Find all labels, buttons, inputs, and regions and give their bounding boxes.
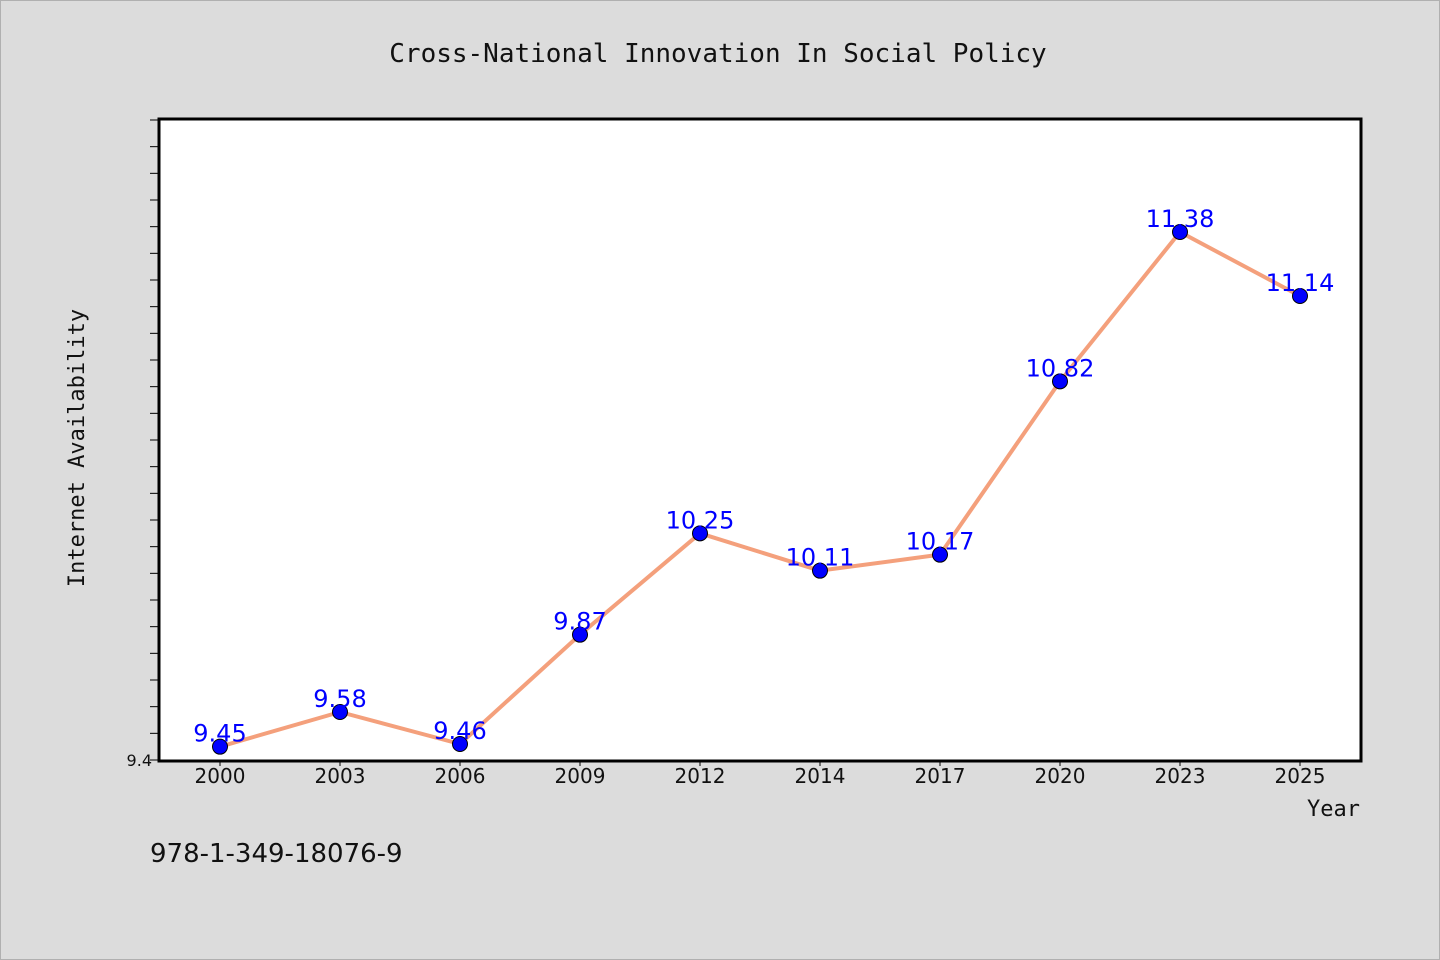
data-label-2003: 9.58: [313, 685, 366, 713]
x-tick-label-2017: 2017: [915, 764, 966, 788]
y-tick-label-min: 9.4: [127, 751, 152, 770]
data-label-2017: 10.17: [906, 528, 975, 556]
isbn-text: 978-1-349-18076-9: [150, 839, 403, 869]
data-point-2000: [212, 738, 228, 755]
data-label-2006: 9.46: [433, 717, 486, 745]
x-axis-label: Year: [1307, 797, 1360, 822]
data-label-2025: 11.14: [1266, 269, 1335, 297]
x-tick-label-2014: 2014: [795, 764, 846, 788]
plot-area: [157, 117, 1363, 763]
data-label-2020: 10.82: [1026, 354, 1095, 382]
x-tick-label-2020: 2020: [1035, 764, 1086, 788]
y-axis-ticks: [150, 119, 160, 761]
data-point-2025: [1292, 288, 1308, 304]
data-label-2014: 10.11: [786, 544, 855, 572]
x-tick-label-2012: 2012: [675, 764, 726, 788]
series-group: 9.45 9.58 9.46 9.87 10.25 10.11 10.17 10.82 11.3…: [193, 205, 1335, 755]
x-tick-label-2025: 2025: [1275, 764, 1326, 788]
data-point-2020: [1052, 373, 1068, 390]
data-label-2009: 9.87: [553, 608, 606, 636]
data-label-2023: 11.38: [1146, 205, 1215, 233]
data-point-2003: [332, 704, 348, 720]
chart-title: Cross-National Innovation In Social Poli…: [389, 39, 1046, 69]
data-point-2009: [572, 626, 588, 643]
x-axis-ticks: 2000 2003 2006 2009 2012 2014 2017 2020 2023 2025: [195, 760, 1326, 788]
data-label-2000: 9.45: [193, 720, 246, 748]
data-point-2023: [1172, 224, 1188, 240]
data-point-2006: [452, 736, 468, 752]
series-line: [219, 230, 1301, 749]
x-tick-label-2009: 2009: [555, 764, 606, 788]
data-point-2014: [812, 562, 828, 579]
x-tick-label-2006: 2006: [435, 764, 486, 788]
x-tick-label-2023: 2023: [1155, 764, 1206, 788]
x-tick-label-2000: 2000: [195, 764, 246, 788]
data-point-2017: [932, 546, 948, 563]
y-axis-label: Internet Availability: [65, 309, 90, 587]
data-label-2012: 10.25: [666, 506, 735, 534]
x-tick-label-2003: 2003: [315, 764, 366, 788]
data-point-2012: [692, 525, 708, 542]
